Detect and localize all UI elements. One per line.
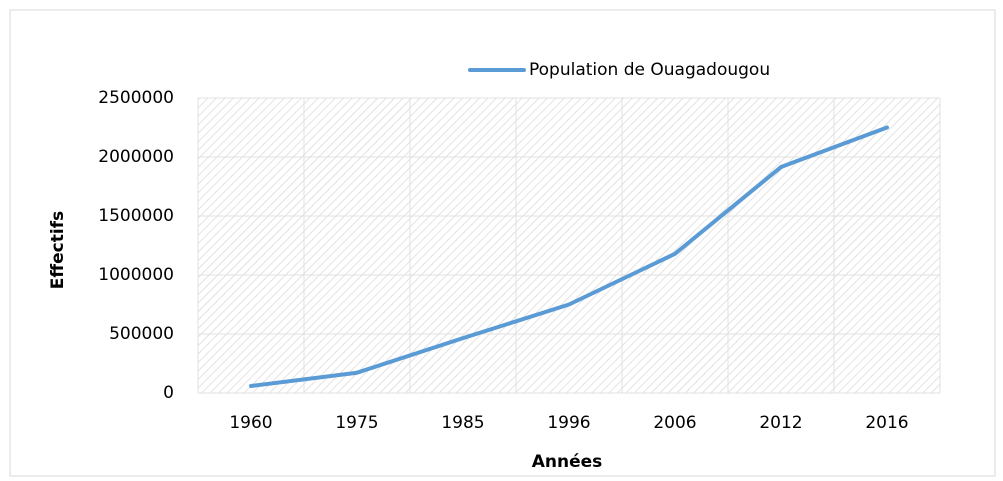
x-tick-label: 2006 <box>653 413 696 433</box>
x-tick-label: 1996 <box>547 413 590 433</box>
x-tick-label: 1975 <box>335 413 378 433</box>
y-tick-label: 2500000 <box>98 88 174 108</box>
y-tick-label: 1500000 <box>98 206 174 226</box>
x-tick-label: 1960 <box>229 413 272 433</box>
x-axis-label: Années <box>532 452 603 472</box>
y-tick-label: 0 <box>163 383 174 403</box>
series-line <box>249 125 889 389</box>
y-axis-label: Effectifs <box>48 211 68 289</box>
plot-area <box>198 98 940 393</box>
legend-label: Population de Ouagadougou <box>529 60 770 80</box>
x-tick-label: 2016 <box>865 413 908 433</box>
y-tick-label: 2000000 <box>98 147 174 167</box>
x-tick-label: 1985 <box>441 413 484 433</box>
y-tick-label: 500000 <box>109 324 174 344</box>
y-tick-label: 1000000 <box>98 265 174 285</box>
x-tick-label: 2012 <box>759 413 802 433</box>
